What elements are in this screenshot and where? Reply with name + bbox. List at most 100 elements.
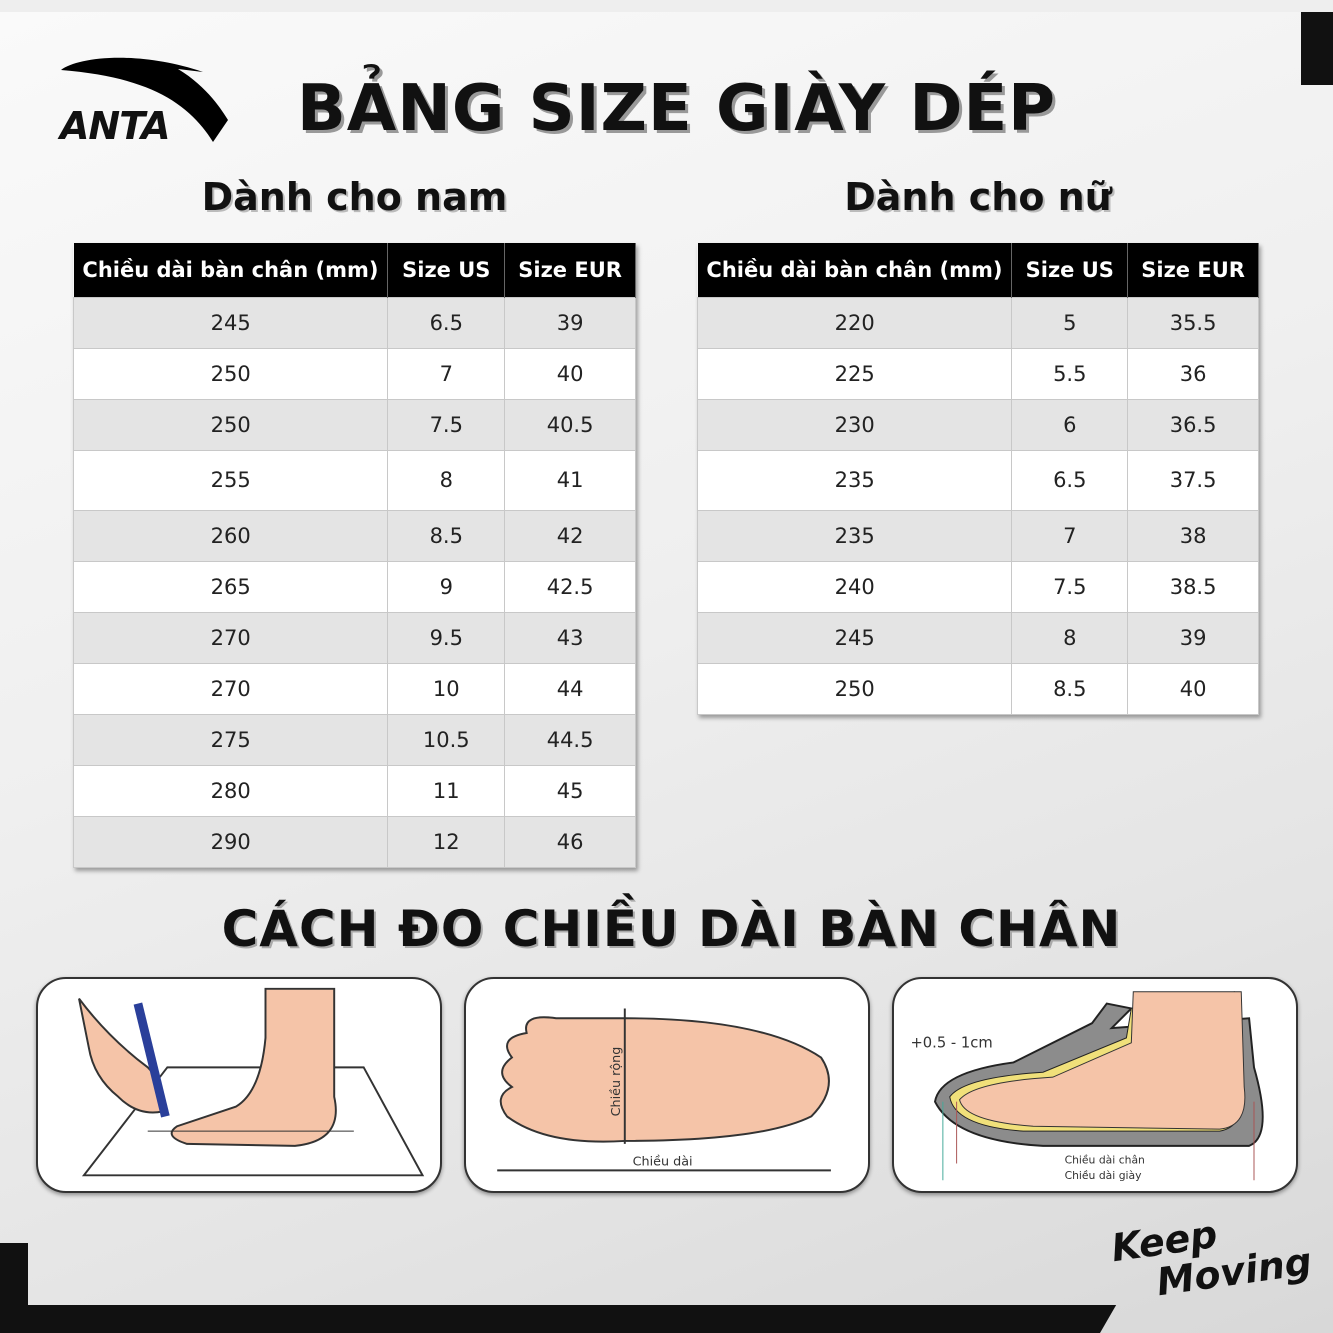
women-size-table: Chiều dài bàn chân (mm) Size US Size EUR 22… — [696, 243, 1259, 715]
table-row: 280 11 45 — [72, 764, 636, 817]
table-cell: 250 — [72, 398, 389, 451]
shoe-length-label: Chiều dài giày — [1065, 1169, 1143, 1182]
table-cell: 10.5 — [387, 713, 506, 766]
table-row: 220 5 35.5 — [696, 296, 1259, 349]
table-cell: 6.5 — [1011, 449, 1129, 511]
table-cell: 240 — [696, 560, 1013, 613]
corner-decoration — [0, 1243, 28, 1333]
women-heading: Dành cho nữ — [844, 175, 1112, 219]
corner-decoration — [0, 1305, 1117, 1333]
table-cell: 6.5 — [387, 296, 506, 349]
table-cell: 280 — [72, 764, 389, 817]
table-cell: 35.5 — [1127, 296, 1259, 349]
step-trace-foot-image — [36, 977, 442, 1193]
table-cell: 40 — [504, 347, 636, 400]
table-cell: 42.5 — [504, 560, 636, 613]
table-row: 250 7 40 — [72, 347, 636, 400]
table-cell: 6 — [1011, 398, 1129, 451]
table-cell: 245 — [72, 296, 389, 349]
men-heading: Dành cho nam — [201, 175, 508, 219]
table-cell: 255 — [72, 449, 389, 511]
table-cell: 12 — [387, 815, 506, 868]
table-cell: 245 — [696, 611, 1013, 664]
table-row: 240 7.5 38.5 — [696, 560, 1259, 613]
table-row: 260 8.5 42 — [72, 509, 636, 562]
table-cell: 46 — [504, 815, 636, 868]
table-cell: 38.5 — [1127, 560, 1259, 613]
page-title: BẢNG SIZE GIÀY DÉP — [296, 72, 1057, 146]
step-shoe-allowance-image: +0.5 - 1cm Chiều dài chân Chiều dài giày — [892, 977, 1298, 1193]
step-measure-foot-image: Chiều rộng Chiều dài — [464, 977, 870, 1193]
table-cell: 39 — [504, 296, 636, 349]
table-cell: 7 — [1011, 509, 1129, 562]
table-cell: 5 — [1011, 296, 1129, 349]
table-cell: 8.5 — [1011, 662, 1129, 715]
allowance-label: +0.5 - 1cm — [910, 1035, 992, 1052]
foot-length-label: Chiều dài chân — [1065, 1154, 1145, 1167]
table-cell: 40.5 — [504, 398, 636, 451]
table-row: 245 8 39 — [696, 611, 1259, 664]
table-row: 230 6 36.5 — [696, 398, 1259, 451]
table-cell: 7.5 — [1011, 560, 1129, 613]
table-row: 265 9 42.5 — [72, 560, 636, 613]
slogan-logo: Keep Moving — [1108, 1211, 1315, 1305]
table-cell: 9 — [387, 560, 506, 613]
table-cell: 45 — [504, 764, 636, 817]
table-cell: 44.5 — [504, 713, 636, 766]
table-cell: 260 — [72, 509, 389, 562]
column-header: Chiều dài bàn chân (mm) — [697, 243, 1013, 297]
table-cell: 290 — [72, 815, 389, 868]
table-cell: 38 — [1127, 509, 1259, 562]
table-row: 250 7.5 40.5 — [72, 398, 636, 451]
width-label: Chiều rộng — [609, 1047, 624, 1117]
corner-decoration — [1301, 0, 1333, 85]
table-row: 235 7 38 — [696, 509, 1259, 562]
table-cell: 265 — [72, 560, 389, 613]
table-cell: 8 — [387, 449, 506, 511]
table-cell: 9.5 — [387, 611, 506, 664]
table-row: 245 6.5 39 — [72, 296, 636, 349]
table-cell: 270 — [72, 611, 389, 664]
table-cell: 42 — [504, 509, 636, 562]
table-cell: 220 — [696, 296, 1013, 349]
column-header: Chiều dài bàn chân (mm) — [73, 243, 389, 297]
men-size-table: Chiều dài bàn chân (mm) Size US Size EUR 24… — [72, 243, 636, 868]
table-cell: 235 — [696, 449, 1013, 511]
anta-logo: ANTA — [58, 52, 228, 148]
column-header: Size EUR — [504, 243, 636, 297]
column-header: Size US — [387, 243, 506, 297]
table-cell: 225 — [696, 347, 1013, 400]
table-cell: 39 — [1127, 611, 1259, 664]
table-cell: 11 — [387, 764, 506, 817]
column-header: Size EUR — [1127, 243, 1259, 297]
table-row: 270 10 44 — [72, 662, 636, 715]
table-cell: 7 — [387, 347, 506, 400]
table-row: 235 6.5 37.5 — [696, 449, 1259, 511]
table-cell: 37.5 — [1127, 449, 1259, 511]
table-cell: 36 — [1127, 347, 1259, 400]
table-cell: 5.5 — [1011, 347, 1129, 400]
table-cell: 44 — [504, 662, 636, 715]
table-row: 270 9.5 43 — [72, 611, 636, 664]
table-row: 255 8 41 — [72, 449, 636, 511]
table-cell: 230 — [696, 398, 1013, 451]
column-header: Size US — [1011, 243, 1129, 297]
table-cell: 7.5 — [387, 398, 506, 451]
table-cell: 10 — [387, 662, 506, 715]
table-cell: 275 — [72, 713, 389, 766]
table-cell: 36.5 — [1127, 398, 1259, 451]
table-cell: 40 — [1127, 662, 1259, 715]
table-cell: 270 — [72, 662, 389, 715]
measure-title: CÁCH ĐO CHIỀU DÀI BÀN CHÂN — [221, 900, 1122, 958]
table-cell: 8.5 — [387, 509, 506, 562]
table-cell: 8 — [1011, 611, 1129, 664]
table-cell: 250 — [72, 347, 389, 400]
table-cell: 41 — [504, 449, 636, 511]
table-row: 275 10.5 44.5 — [72, 713, 636, 766]
table-cell: 43 — [504, 611, 636, 664]
table-cell: 235 — [696, 509, 1013, 562]
table-row: 250 8.5 40 — [696, 662, 1259, 715]
corner-decoration — [0, 0, 1333, 12]
table-row: 225 5.5 36 — [696, 347, 1259, 400]
table-cell: 250 — [696, 662, 1013, 715]
